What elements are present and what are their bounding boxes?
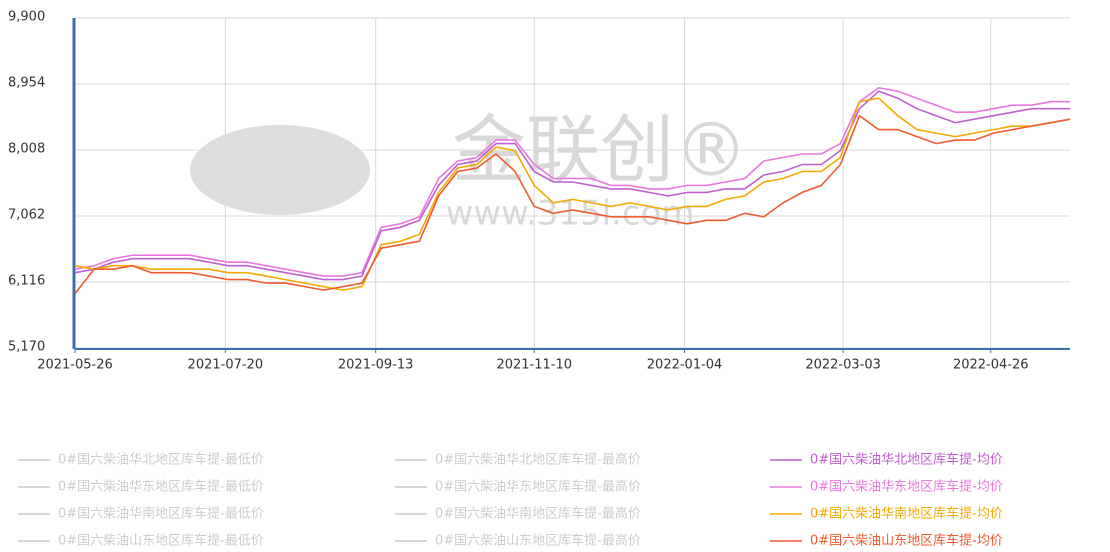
watermark-text: 金联创®	[452, 108, 748, 194]
x-tick-label: 2021-05-26	[37, 358, 113, 373]
legend-label: 0#国六柴油华南地区库车提-最高价	[435, 506, 641, 522]
legend-label: 0#国六柴油华北地区库车提-最低价	[58, 452, 264, 468]
legend-label: 0#国六柴油华北地区库车提-最高价	[435, 452, 641, 468]
series-line	[74, 114, 1071, 295]
legend-label: 0#国六柴油山东地区库车提-均价	[810, 533, 1003, 549]
x-tick-label: 2021-09-13	[338, 358, 414, 373]
legend-label: 0#国六柴油华东地区库车提-最低价	[58, 479, 264, 495]
legend-label: 0#国六柴油华东地区库车提-最高价	[435, 479, 641, 495]
y-tick-label: 9,900	[8, 10, 45, 25]
legend-label: 0#国六柴油华北地区库车提-均价	[810, 452, 1003, 468]
legend-label: 0#国六柴油山东地区库车提-最低价	[58, 533, 264, 549]
x-tick-label: 2022-03-03	[805, 358, 881, 373]
legend-label: 0#国六柴油山东地区库车提-最高价	[435, 533, 641, 549]
y-tick-label: 8,954	[8, 76, 45, 91]
legend-label: 0#国六柴油华东地区库车提-均价	[810, 479, 1003, 495]
y-tick-label: 5,170	[8, 340, 45, 355]
x-tick-label: 2021-11-10	[496, 358, 572, 373]
x-tick-label: 2022-01-04	[647, 358, 723, 373]
watermark: 金联创® www.315i.com	[190, 108, 748, 234]
x-tick-label: 2021-07-20	[188, 358, 264, 373]
series-line	[74, 90, 1070, 281]
legend-label: 0#国六柴油华南地区库车提-最低价	[58, 506, 264, 522]
y-tick-label: 6,116	[8, 274, 45, 289]
series-line	[74, 97, 1071, 291]
series-line	[74, 86, 1070, 277]
watermark-logo	[190, 125, 370, 215]
y-tick-label: 7,062	[8, 208, 45, 223]
y-tick-label: 8,008	[8, 142, 45, 157]
legend-label: 0#国六柴油华南地区库车提-均价	[810, 506, 1003, 522]
x-tick-label: 2022-04-26	[953, 358, 1029, 373]
